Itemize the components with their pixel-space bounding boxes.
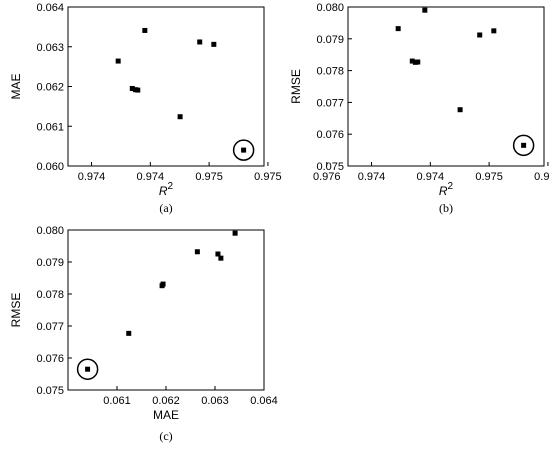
data-point xyxy=(194,249,200,255)
x-axis-label-sup: 2 xyxy=(168,181,174,192)
x-tick-label: 0.975 xyxy=(195,171,223,183)
x-axis-label-main: MAE xyxy=(153,408,179,422)
y-tick-label: 0.077 xyxy=(36,321,64,333)
x-tick-label: 0.975 xyxy=(534,171,550,183)
highlight-circle xyxy=(512,134,535,157)
y-tick-label: 0.076 xyxy=(36,353,64,365)
x-tick-label: 0.063 xyxy=(201,395,229,407)
y-tick-label: 0.080 xyxy=(36,225,64,237)
x-tick-label: 0.974 xyxy=(137,171,165,183)
y-tick-label: 0.061 xyxy=(36,121,64,133)
x-tick-label: 0.974 xyxy=(78,171,106,183)
x-tick-label: 0.061 xyxy=(103,395,131,407)
data-point xyxy=(177,114,183,120)
y-tick-label: 0.080 xyxy=(316,2,344,14)
panel-a: 0.974 0.974 0.975 0.975 0.976 0.060 0.061 0.062… xyxy=(9,2,340,215)
x-tick-label: 0.064 xyxy=(250,395,278,407)
y-axis-label: MAE xyxy=(9,73,23,99)
panel-c: 0.061 0.062 0.063 0.064 0.075 0.076 0.077 0.078… xyxy=(9,225,278,443)
plot-frame xyxy=(347,6,545,167)
y-tick-label: 0.063 xyxy=(36,42,64,54)
data-point xyxy=(521,142,527,148)
data-point xyxy=(422,7,428,13)
data-point xyxy=(491,28,497,34)
y-axis-label: RMSE xyxy=(9,293,23,328)
data-point xyxy=(115,58,121,64)
data-point xyxy=(241,147,247,153)
highlight-circle xyxy=(232,139,255,161)
x-tick-label: 0.976 xyxy=(313,171,341,183)
data-point xyxy=(395,26,401,32)
y-tick-label: 0.075 xyxy=(316,161,344,173)
x-axis-label-main: R xyxy=(439,184,448,198)
x-tick-label: 0.974 xyxy=(417,171,445,183)
y-tick-label: 0.075 xyxy=(36,385,64,397)
data-point xyxy=(232,230,238,236)
x-tick-label: 0.974 xyxy=(358,171,386,183)
data-point xyxy=(142,27,148,33)
y-tick-label: 0.077 xyxy=(316,97,344,109)
data-point xyxy=(85,366,91,372)
data-point xyxy=(218,255,224,261)
x-tick-label: 0.975 xyxy=(475,171,503,183)
data-point xyxy=(197,39,203,45)
y-tick-label: 0.060 xyxy=(36,161,64,173)
data-point xyxy=(135,87,141,93)
highlight-circle xyxy=(76,358,99,380)
y-tick-label: 0.078 xyxy=(36,289,64,301)
y-tick-label: 0.076 xyxy=(316,129,344,141)
y-axis-label: RMSE xyxy=(289,69,303,104)
panel-label: (c) xyxy=(159,429,172,443)
data-point xyxy=(409,58,415,64)
data-point xyxy=(160,281,166,287)
data-point xyxy=(457,107,463,113)
panel-label: (a) xyxy=(159,201,172,215)
x-tick-label: 0.975 xyxy=(254,171,282,183)
y-tick-label: 0.078 xyxy=(316,66,344,78)
y-tick-label: 0.079 xyxy=(316,34,344,46)
x-axis-label: R2 xyxy=(439,181,454,198)
x-axis-label-main: R xyxy=(159,184,168,198)
data-point xyxy=(129,85,135,91)
y-tick-label: 0.062 xyxy=(36,82,64,94)
data-point xyxy=(126,330,132,336)
y-tick-label: 0.079 xyxy=(36,257,64,269)
panel-label: (b) xyxy=(439,201,453,215)
plot-frame xyxy=(67,6,265,167)
x-axis-label: MAE xyxy=(153,408,179,422)
x-tick-label: 0.062 xyxy=(152,395,180,407)
data-point xyxy=(211,41,217,47)
data-point xyxy=(477,32,483,38)
x-axis-label-sup: 2 xyxy=(448,181,454,192)
data-point xyxy=(415,59,421,65)
data-point xyxy=(215,251,221,257)
y-tick-label: 0.064 xyxy=(36,2,64,14)
x-axis-label: R2 xyxy=(159,181,174,198)
